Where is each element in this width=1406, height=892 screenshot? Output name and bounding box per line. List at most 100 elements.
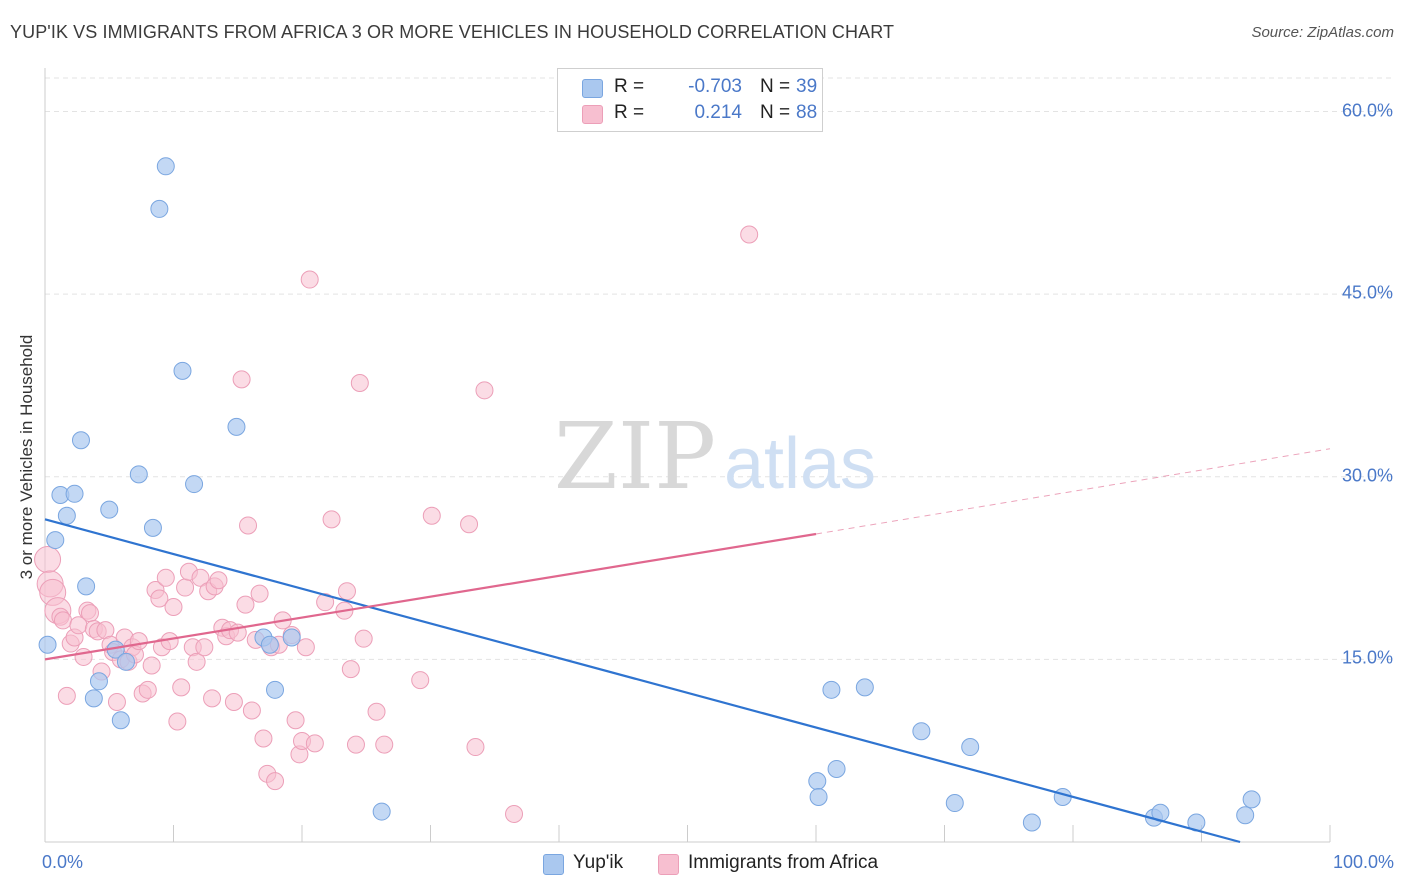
africa-trend-line	[44, 532, 817, 661]
legend-r-value: -0.703	[688, 76, 742, 97]
africa-point	[80, 604, 99, 623]
yupik-point	[111, 711, 130, 730]
bottom-legend-swatch-yupik	[543, 854, 564, 875]
yupik-point	[46, 531, 65, 550]
y-tick-label: 60.0%	[1341, 100, 1393, 121]
yupik-point	[266, 680, 285, 699]
yupik-point	[1022, 813, 1041, 832]
yupik-point	[71, 431, 90, 450]
yupik-point	[100, 500, 119, 519]
bottom-legend-label-africa: Immigrants from Africa	[688, 852, 879, 873]
africa-point	[266, 772, 285, 791]
africa-point	[475, 381, 494, 400]
gridlines	[45, 77, 1392, 660]
yupik-point	[173, 361, 192, 380]
africa-point	[74, 647, 93, 666]
source-credit: Source: ZipAtlas.com	[1251, 24, 1394, 41]
series-africa-points	[34, 225, 759, 823]
yupik-point	[1236, 806, 1255, 825]
yupik-point	[57, 506, 76, 525]
africa-point	[168, 712, 187, 731]
x-tick-max: 100.0%	[1332, 852, 1394, 872]
yupik-point	[150, 199, 169, 218]
africa-point	[286, 711, 305, 730]
africa-point	[172, 678, 191, 697]
yupik-point	[855, 678, 874, 697]
africa-point	[191, 568, 210, 587]
yupik-point	[84, 689, 103, 708]
africa-point	[164, 598, 183, 617]
africa-point	[375, 735, 394, 754]
yupik-point	[129, 465, 148, 484]
yupik-point	[1053, 787, 1072, 806]
africa-point	[150, 589, 169, 608]
africa-point	[337, 582, 356, 601]
yupik-point	[808, 772, 827, 791]
africa-point	[346, 735, 365, 754]
legend-n-label: N =	[760, 76, 791, 97]
yupik-point	[77, 577, 96, 596]
legend-swatch-africa	[582, 105, 603, 124]
africa-point	[322, 510, 341, 529]
yupik-point	[116, 652, 135, 671]
yupik-point	[912, 722, 931, 741]
africa-point	[411, 671, 430, 690]
africa-point	[740, 225, 759, 244]
africa-point	[142, 656, 161, 675]
africa-point	[107, 692, 126, 711]
yupik-point	[156, 157, 175, 176]
correlation-legend: R = -0.703 N = 39 R = 0.214 N = 88	[557, 68, 823, 132]
yupik-point	[143, 518, 162, 537]
x-tick-min: 0.0%	[42, 852, 84, 872]
africa-point	[460, 515, 479, 534]
series-yupik-points	[38, 157, 1261, 832]
axes	[44, 68, 1331, 843]
yupik-point	[827, 759, 846, 778]
y-tick-label: 45.0%	[1341, 282, 1393, 303]
legend-r-value: 0.214	[694, 102, 742, 123]
yupik-point	[809, 787, 828, 806]
africa-point	[354, 629, 373, 648]
watermark-atlas: atlas	[724, 424, 876, 504]
africa-point	[422, 506, 441, 525]
yupik-point	[89, 672, 108, 691]
legend-n-label: N =	[760, 102, 791, 123]
africa-point	[53, 611, 72, 630]
africa-point	[250, 584, 269, 603]
legend-r-label: R =	[614, 76, 645, 97]
africa-point	[466, 738, 485, 757]
africa-point	[138, 680, 157, 699]
legend-r-label: R =	[614, 102, 645, 123]
africa-point	[350, 374, 369, 393]
yupik-point	[822, 680, 841, 699]
africa-point	[254, 729, 273, 748]
africa-point	[300, 270, 319, 289]
yupik-point	[185, 475, 204, 494]
africa-point	[367, 702, 386, 721]
trend-lines	[44, 448, 1331, 844]
africa-point	[156, 568, 175, 587]
yupik-point	[961, 738, 980, 757]
africa-point	[316, 593, 335, 612]
yupik-point	[945, 794, 964, 813]
africa-point	[232, 370, 251, 389]
africa-point	[239, 516, 258, 535]
africa-point	[187, 652, 206, 671]
yupik-point	[38, 635, 57, 654]
africa-point	[505, 804, 524, 823]
yupik-point	[65, 484, 84, 503]
africa-point	[296, 638, 315, 657]
africa-point	[129, 632, 148, 651]
africa-point	[57, 686, 76, 705]
bottom-legend-swatch-africa	[658, 854, 679, 875]
yupik-point	[260, 635, 279, 654]
chart-title: YUP'IK VS IMMIGRANTS FROM AFRICA 3 OR MO…	[10, 22, 895, 42]
africa-point	[242, 701, 261, 720]
yupik-trend-line	[44, 518, 1241, 844]
africa-point	[176, 578, 195, 597]
legend-n-value: 88	[796, 102, 818, 123]
y-tick-label: 30.0%	[1341, 465, 1393, 486]
africa-trend-extension	[815, 448, 1331, 535]
africa-point	[341, 660, 360, 679]
